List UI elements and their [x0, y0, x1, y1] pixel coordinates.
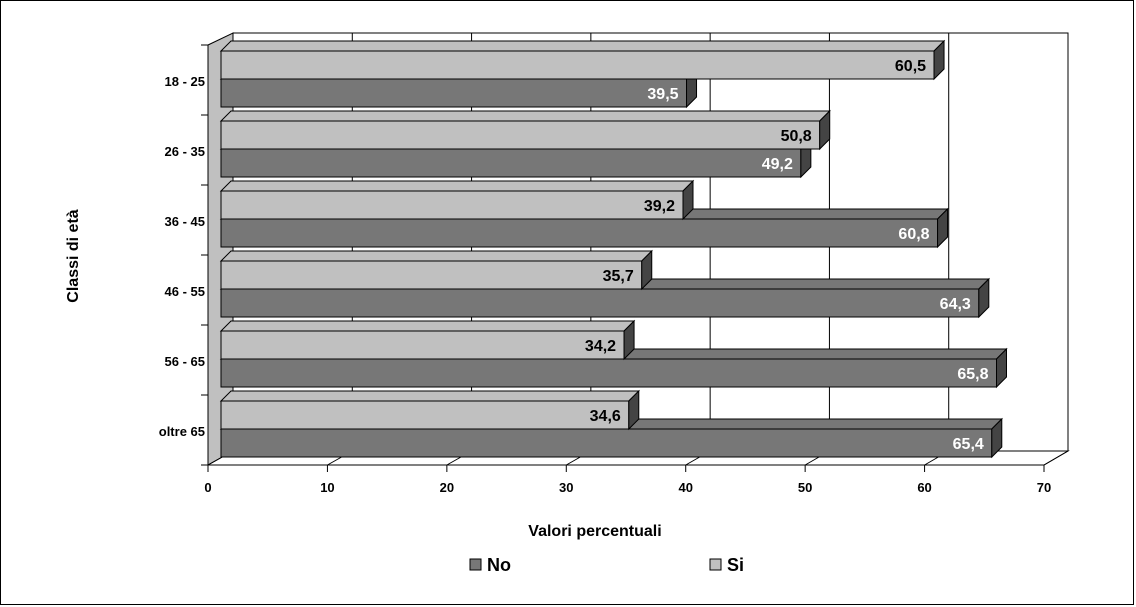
x-tick-label: 50	[798, 480, 812, 495]
legend: No Si	[469, 555, 744, 575]
bar-no-side	[937, 207, 949, 249]
bars-layer	[219, 39, 1008, 459]
data-label-si: 50,8	[781, 128, 812, 145]
category-label: 18 - 25	[165, 74, 205, 89]
bar-si-side	[641, 249, 653, 291]
bar-si-front	[220, 120, 821, 150]
legend-label: No	[487, 555, 511, 575]
bar-no-front	[220, 148, 802, 178]
bar-si-top	[219, 40, 946, 52]
category-label: 26 - 35	[165, 144, 205, 159]
x-tick-label: 70	[1037, 480, 1051, 495]
data-label-si: 34,2	[585, 338, 616, 355]
bar-si-front	[220, 50, 935, 80]
data-label-si: 39,2	[644, 198, 675, 215]
bar-no-front	[220, 288, 980, 318]
bar-si-side	[628, 389, 640, 431]
bar-si	[219, 319, 636, 361]
x-tick-label: 40	[678, 480, 692, 495]
legend-swatch	[469, 558, 482, 571]
category-label: 46 - 55	[165, 284, 205, 299]
bar-si-top	[219, 320, 636, 332]
x-tick-label: 0	[204, 480, 211, 495]
bar-no-front	[220, 358, 997, 388]
bar-si-top	[219, 390, 640, 402]
bar-si-front	[220, 330, 625, 360]
bar-si-top	[219, 250, 653, 262]
bar-si	[219, 109, 831, 151]
bar-no-side	[996, 347, 1007, 389]
data-label-no: 39,5	[647, 86, 678, 103]
bar-si-top	[219, 180, 695, 192]
x-axis-title: Valori percentuali	[528, 523, 661, 540]
bar-si	[219, 249, 653, 291]
category-label: 36 - 45	[165, 214, 205, 229]
bar-no-front	[220, 218, 939, 248]
bar-si-front	[220, 260, 643, 290]
bar-no-front	[220, 78, 688, 108]
legend-label: Si	[727, 555, 744, 575]
data-label-no: 65,8	[957, 366, 988, 383]
bar-si-top	[219, 110, 831, 122]
bar-si-side	[682, 179, 694, 221]
y-axis-title: Classi di età	[65, 209, 82, 302]
bar-no-side	[991, 417, 1003, 459]
data-label-no: 64,3	[940, 296, 971, 313]
data-label-si: 34,6	[590, 408, 621, 425]
x-tick-label: 20	[440, 480, 454, 495]
bar-si-front	[220, 400, 630, 430]
bar-si-side	[819, 109, 831, 151]
legend-swatch	[709, 558, 722, 571]
x-tick-label: 60	[917, 480, 931, 495]
bar-si-side	[623, 319, 635, 361]
data-label-no: 49,2	[762, 156, 793, 173]
data-label-no: 65,4	[953, 436, 984, 453]
category-label: 56 - 65	[165, 354, 205, 369]
bar-si	[219, 39, 946, 81]
data-label-si: 35,7	[603, 268, 634, 285]
bar-no-side	[978, 277, 990, 319]
x-tick-label: 30	[559, 480, 573, 495]
bar-si-side	[933, 39, 945, 81]
bar-no-front	[220, 428, 993, 458]
floor-gridline	[1043, 450, 1069, 466]
category-label: oltre 65	[159, 424, 205, 439]
data-label-si: 60,5	[895, 58, 926, 75]
labels-layer: 0 10 20 30 40 50 60 70 60,5 39,5 18 - 25 50,8 49,2 26…	[65, 58, 1051, 540]
bar-si-front	[220, 190, 684, 220]
x-tick-label: 10	[320, 480, 334, 495]
data-label-no: 60,8	[898, 226, 929, 243]
bar-si	[219, 179, 695, 221]
bar-si	[219, 389, 640, 431]
